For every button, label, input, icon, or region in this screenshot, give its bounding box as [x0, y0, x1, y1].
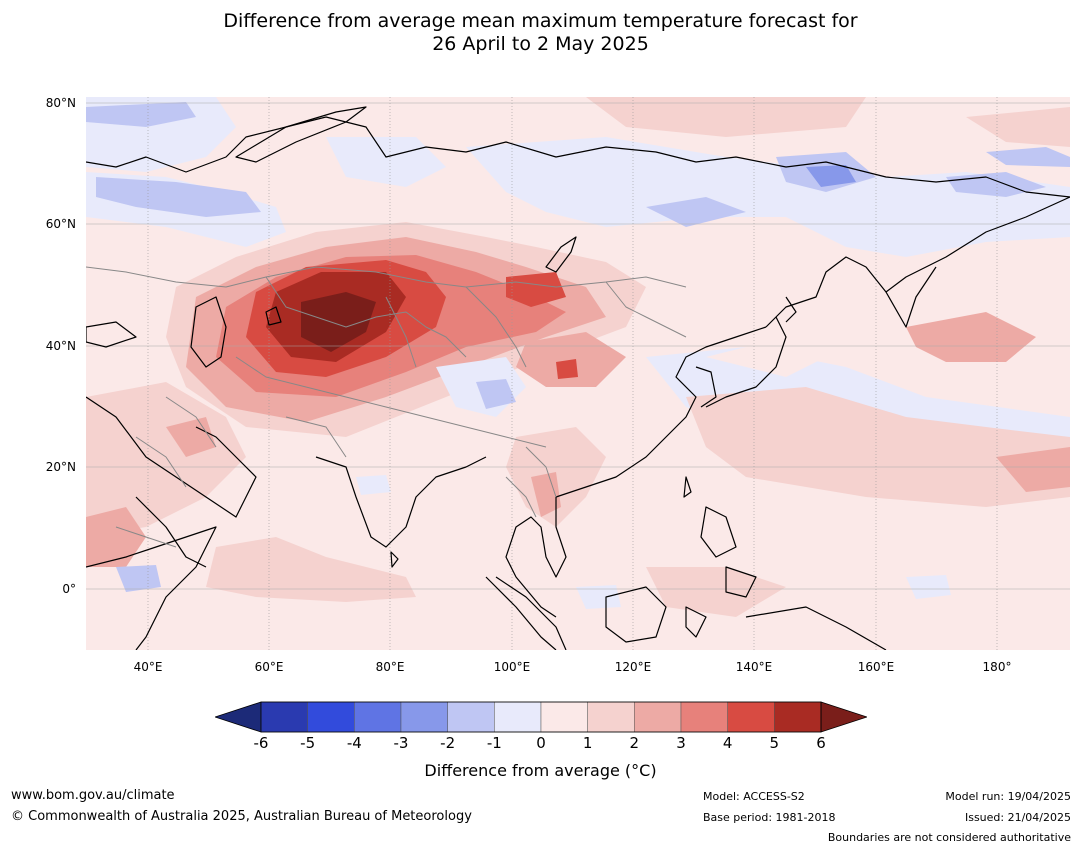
base-period: Base period: 1981-2018 — [703, 811, 836, 824]
colorbar-tick-label: 6 — [816, 734, 826, 752]
colorbar-swatch — [540, 701, 588, 733]
lat-label-60n: 60°N — [45, 217, 76, 231]
colorbar-tick-label: 4 — [722, 734, 733, 752]
colorbar — [213, 701, 869, 733]
colorbar-tick-label: -3 — [393, 734, 409, 752]
lon-label-180: 180° — [982, 660, 1012, 674]
temperature-anomaly-map — [86, 97, 1070, 650]
colorbar-swatch — [400, 701, 448, 733]
colorbar-swatch — [774, 701, 822, 733]
colorbar-tick-label: -2 — [440, 734, 456, 752]
model-name: Model: ACCESS-S2 — [703, 790, 805, 803]
colorbar-swatch — [634, 701, 682, 733]
colorbar-tick-label: -4 — [346, 734, 362, 752]
model-run-date: Model run: 19/04/2025 — [945, 790, 1071, 803]
lon-label-120e: 120°E — [614, 660, 652, 674]
copyright-notice: © Commonwealth of Australia 2025, Austra… — [11, 809, 472, 824]
lat-label-40n: 40°N — [45, 339, 76, 353]
lat-label-80n: 80°N — [45, 96, 76, 110]
colorbar-tick-label: -5 — [300, 734, 316, 752]
colorbar-extend-high — [820, 701, 869, 733]
colorbar-tick-label: 2 — [629, 734, 640, 752]
colorbar-tick-label: -6 — [253, 734, 269, 752]
colorbar-swatch — [260, 701, 308, 733]
colorbar-swatch — [447, 701, 495, 733]
colorbar-tick-label: 0 — [536, 734, 546, 752]
title-line-2: 26 April to 2 May 2025 — [432, 33, 649, 55]
colorbar-outline — [260, 701, 822, 733]
colorbar-label: Difference from average (°C) — [424, 761, 657, 780]
colorbar-tick-label: 5 — [769, 734, 780, 752]
colorbar-swatch — [494, 701, 542, 733]
colorbar-tick-label: 1 — [582, 734, 593, 752]
lat-label-0: 0° — [62, 582, 76, 596]
colorbar-swatch — [680, 701, 728, 733]
colorbar-swatch — [307, 701, 355, 733]
colorbar-swatch — [587, 701, 635, 733]
title-line-1: Difference from average mean maximum tem… — [223, 10, 858, 32]
boundary-disclaimer: Boundaries are not considered authoritat… — [827, 831, 1071, 844]
lon-label-100e: 100°E — [493, 660, 531, 674]
colorbar-extend-low — [213, 701, 262, 733]
lon-label-40e: 40°E — [133, 660, 163, 674]
lon-label-160e: 160°E — [857, 660, 895, 674]
issued-date: Issued: 21/04/2025 — [964, 811, 1071, 824]
lon-label-140e: 140°E — [735, 660, 773, 674]
lat-label-20n: 20°N — [45, 460, 76, 474]
source-url: www.bom.gov.au/climate — [11, 788, 175, 803]
map-title: Difference from average mean maximum tem… — [0, 10, 1081, 56]
lon-label-60e: 60°E — [254, 660, 284, 674]
colorbar-tick-label: -1 — [486, 734, 502, 752]
colorbar-swatch — [727, 701, 775, 733]
colorbar-swatch — [354, 701, 402, 733]
lon-label-80e: 80°E — [375, 660, 405, 674]
colorbar-tick-label: 3 — [676, 734, 686, 752]
